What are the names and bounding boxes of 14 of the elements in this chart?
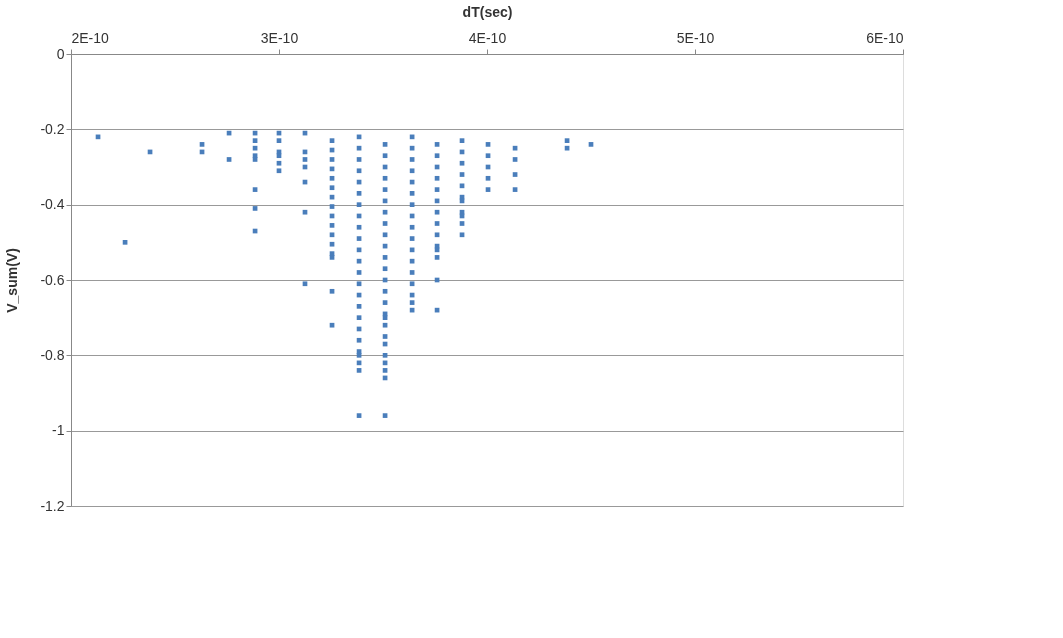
- y-axis-title: V_sum(V): [4, 248, 21, 313]
- y-tick-label: -0.4: [40, 196, 65, 213]
- y-tick-label: -0.8: [40, 346, 65, 363]
- x-axis-title: dT(sec): [462, 3, 513, 20]
- y-tick-label: 0: [56, 45, 65, 62]
- y-tick-label: -1: [52, 422, 65, 439]
- y-tick-label: -0.2: [40, 120, 65, 137]
- x-tick-label: 3E-10: [260, 29, 299, 46]
- y-tick-label: -1.2: [40, 497, 65, 514]
- x-tick-label: 5E-10: [676, 29, 715, 46]
- y-tick-label: -0.6: [40, 271, 65, 288]
- x-tick-label: 2E-10: [71, 29, 110, 46]
- x-tick-label: 4E-10: [468, 29, 507, 46]
- x-tick-label: 6E-10: [866, 29, 904, 46]
